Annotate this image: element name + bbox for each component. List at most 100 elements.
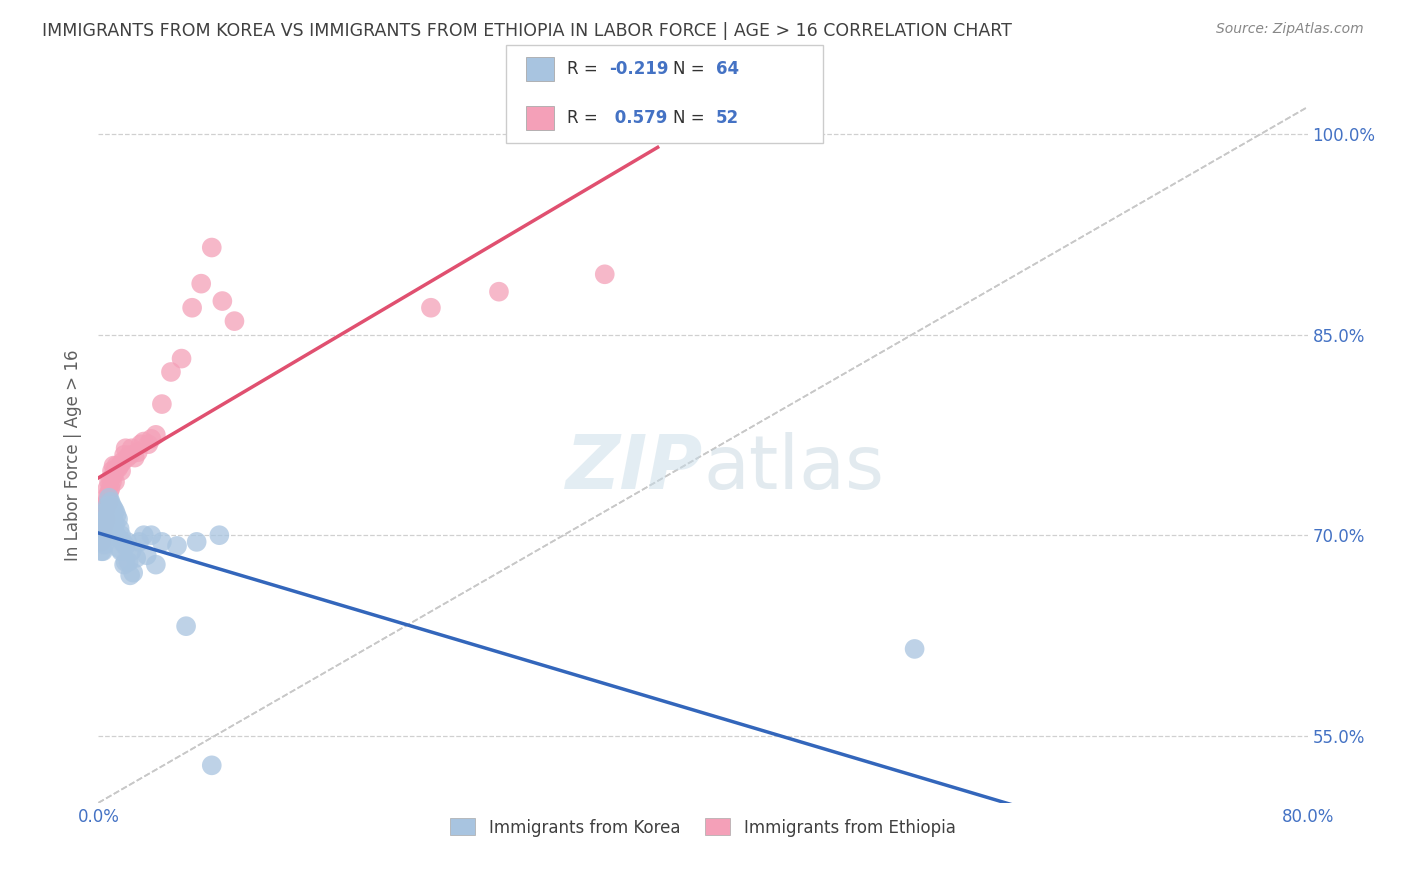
Point (136, 437, 159, 451)
Text: R =: R = (567, 60, 603, 78)
Point (103, 528, 125, 542)
Point (100, 482, 122, 496)
Point (224, 314, 246, 328)
Point (904, 642, 927, 657)
Text: -0.219: -0.219 (609, 60, 668, 78)
Point (186, 535, 208, 549)
Point (93, 508, 115, 523)
Point (170, 351, 193, 366)
Point (120, 568, 142, 582)
Point (93, 528, 115, 542)
Point (100, 504, 122, 518)
Point (98, 528, 121, 542)
Point (145, 428, 167, 442)
Point (91, 508, 114, 523)
Point (93, 522, 115, 536)
Point (104, 464, 127, 478)
Point (114, 539, 136, 553)
Point (114, 442, 136, 455)
Point (98, 475, 121, 489)
Point (94, 504, 117, 518)
Point (181, 301, 204, 315)
Text: N =: N = (673, 60, 710, 78)
Point (118, 555, 141, 569)
Point (98, 485, 121, 500)
Point (526, 847, 548, 861)
Point (96, 499, 118, 513)
Point (104, 517, 127, 532)
Point (91, 528, 114, 542)
Point (110, 464, 132, 478)
Point (98, 515, 121, 529)
Point (174, 619, 197, 633)
Point (127, 445, 149, 459)
Point (100, 495, 122, 509)
Point (94, 491, 117, 505)
Point (103, 468, 125, 483)
Text: 52: 52 (716, 109, 738, 127)
Point (105, 508, 128, 523)
Point (100, 472, 122, 486)
Point (90, 528, 112, 542)
Point (108, 458, 131, 473)
Point (132, 528, 155, 542)
Point (93, 499, 115, 513)
Point (150, 397, 173, 411)
Point (122, 566, 145, 580)
Point (91, 522, 114, 536)
Point (93, 538, 115, 552)
Point (90, 535, 112, 549)
Point (94, 512, 117, 526)
Point (90, 535, 112, 549)
Point (120, 448, 142, 462)
Point (115, 450, 138, 465)
Point (101, 520, 124, 534)
Point (111, 535, 134, 549)
Point (141, 528, 163, 542)
Text: ZIP: ZIP (565, 433, 703, 506)
Point (125, 551, 148, 566)
Point (91, 525, 114, 540)
Point (105, 458, 128, 473)
Text: IMMIGRANTS FROM KOREA VS IMMIGRANTS FROM ETHIOPIA IN LABOR FORCE | AGE > 16 CORR: IMMIGRANTS FROM KOREA VS IMMIGRANTS FROM… (42, 22, 1012, 40)
Point (96, 508, 118, 523)
Point (488, 285, 510, 299)
Text: R =: R = (567, 109, 603, 127)
Point (150, 535, 173, 549)
Text: Source: ZipAtlas.com: Source: ZipAtlas.com (1216, 22, 1364, 37)
Point (112, 448, 135, 462)
Y-axis label: In Labor Force | Age > 16: In Labor Force | Age > 16 (65, 349, 83, 561)
Point (98, 501, 121, 516)
Legend: Immigrants from Korea, Immigrants from Ethiopia: Immigrants from Korea, Immigrants from E… (444, 812, 962, 843)
Point (114, 555, 136, 569)
Point (101, 499, 124, 513)
Point (112, 558, 135, 572)
Point (90, 544, 112, 558)
Point (190, 277, 212, 291)
Point (103, 458, 125, 473)
Text: atlas: atlas (703, 433, 884, 506)
Point (101, 508, 124, 523)
Point (96, 525, 118, 540)
Point (107, 461, 129, 475)
Point (96, 493, 118, 508)
Point (208, 528, 231, 542)
Point (91, 544, 114, 558)
Text: 64: 64 (716, 60, 738, 78)
Point (124, 450, 146, 465)
Point (101, 464, 124, 478)
Point (90, 528, 112, 542)
Point (211, 294, 233, 309)
Point (107, 512, 129, 526)
Point (101, 475, 124, 489)
Point (108, 541, 131, 556)
Point (105, 528, 128, 542)
Point (420, 301, 443, 315)
Point (108, 522, 131, 536)
Point (132, 434, 155, 449)
Point (93, 517, 115, 532)
Point (110, 544, 132, 558)
Point (128, 535, 150, 549)
Point (141, 432, 163, 446)
Point (201, 758, 224, 772)
